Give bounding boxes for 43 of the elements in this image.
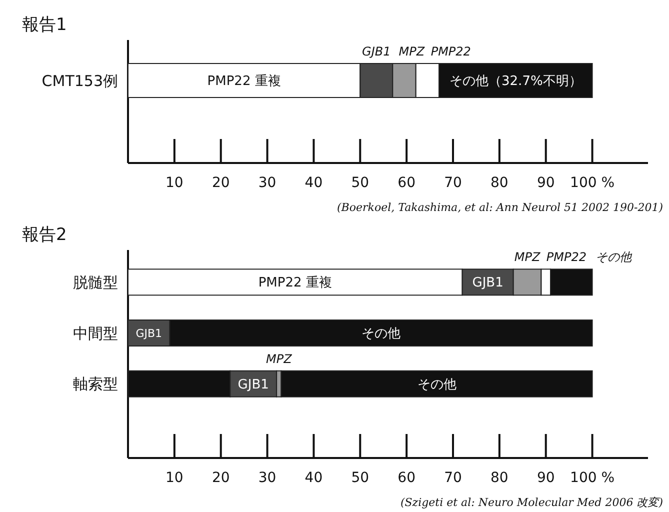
- x-tick-label: 80: [490, 174, 508, 191]
- series-label: PMP22: [546, 250, 587, 264]
- y-tick-label: 中間型: [73, 324, 118, 342]
- series-label: その他: [362, 326, 401, 342]
- x-tick-label: 80: [490, 470, 508, 486]
- x-tick-label: 30: [258, 174, 276, 191]
- y-tick-label: 脱髄型: [73, 273, 118, 292]
- series-label: GJB1: [472, 276, 504, 291]
- text: GJB1: [238, 377, 269, 392]
- text: その他: [595, 250, 632, 264]
- series-label: その他（32.7%不明）: [450, 74, 582, 90]
- x-tick-label: 60: [398, 470, 416, 486]
- x-tick-label: 70: [444, 174, 462, 191]
- x-tick-label: 90: [536, 470, 555, 486]
- x-tick-label: 70: [444, 470, 462, 486]
- chart-title: 報告1: [22, 15, 67, 35]
- x-tick-label: 100 %: [570, 470, 615, 486]
- series-label: MPZ: [514, 250, 541, 264]
- chart-title: 報告2: [22, 225, 67, 245]
- text: (Boerkoel, Takashima, et al: Ann Neurol 51 2002 190-201): [337, 201, 663, 214]
- text: (Szigeti et al: Neuro Molecular Med 2006 改変): [400, 496, 663, 509]
- x-tick-label: 60: [398, 174, 416, 191]
- series-label: PMP22 重複: [258, 276, 332, 291]
- x-tick-label: 50: [351, 470, 370, 486]
- x-tick-label: 20: [212, 470, 230, 486]
- x-tick-label: 20: [212, 174, 230, 191]
- x-tick-label: 100 %: [570, 174, 615, 191]
- series-label: MPZ: [398, 44, 426, 58]
- x-tick-label: 40: [304, 470, 323, 486]
- x-tick-label: 30: [258, 470, 276, 486]
- text: MPZ: [266, 352, 292, 366]
- series-label: GJB1: [362, 44, 391, 58]
- y-tick-label: 軸索型: [73, 375, 118, 394]
- x-tick-label: 40: [304, 174, 323, 191]
- text: GJB1: [136, 326, 162, 340]
- series-label: PMP22 重複: [207, 74, 281, 90]
- series-label: PMP22: [430, 44, 471, 58]
- x-tick-label: 50: [351, 174, 370, 191]
- y-tick-label: CMT153例: [42, 72, 118, 90]
- x-tick-label: 10: [166, 174, 184, 191]
- x-tick-label: 90: [536, 174, 555, 191]
- x-tick-label: 10: [166, 470, 184, 486]
- text: その他: [417, 377, 456, 392]
